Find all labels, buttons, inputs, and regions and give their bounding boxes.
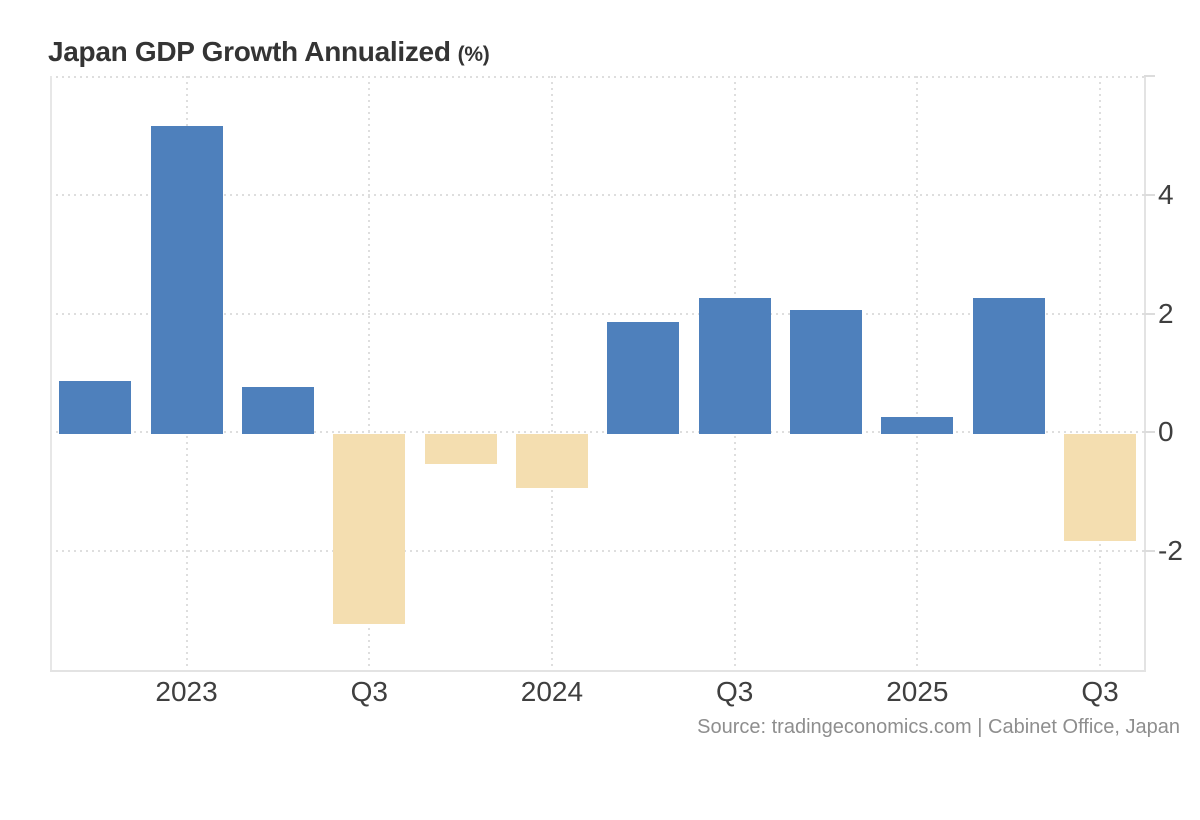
source-caption: Source: tradingeconomics.com | Cabinet O… xyxy=(697,716,1180,738)
y-axis-label--2: -2 xyxy=(1158,535,1183,567)
y-axis-label-0: 0 xyxy=(1158,416,1174,448)
bar-2023-Q4[interactable] xyxy=(424,434,497,465)
x-tick-label: Q3 xyxy=(1081,676,1119,707)
gridline-v-2025 xyxy=(916,76,919,670)
y-tickmark-4 xyxy=(1144,193,1155,196)
y-axis-line-right xyxy=(1144,76,1146,672)
bar-2025-Q3[interactable] xyxy=(1064,434,1137,542)
x-axis-line xyxy=(50,670,1146,672)
y-tickmark-0 xyxy=(1144,431,1155,434)
x-tick-label: 2025 xyxy=(886,676,949,707)
x-tick-label: 2024 xyxy=(520,676,584,707)
bar-2024-Q1[interactable] xyxy=(515,434,588,488)
bar-2024-Q3[interactable] xyxy=(698,297,771,435)
y-tickmark--2 xyxy=(1144,550,1155,553)
bar-2023-Q2[interactable] xyxy=(241,386,314,435)
chart-title-text: Japan GDP Growth Annualized xyxy=(48,36,451,67)
x-tick-label: Q3 xyxy=(715,676,754,707)
y-axis-line-left xyxy=(50,76,52,670)
bar-2023-Q3[interactable] xyxy=(333,434,406,625)
plot-area xyxy=(50,75,1155,672)
y-tickmark-6 xyxy=(1144,75,1155,77)
gridline-h-6 xyxy=(50,76,1144,78)
gridline-h--2 xyxy=(50,550,1144,553)
gridline-h-4 xyxy=(50,193,1144,196)
bar-2024-Q4[interactable] xyxy=(790,309,862,435)
y-tickmark-2 xyxy=(1144,312,1155,315)
chart-title-unit: (%) xyxy=(457,43,490,66)
bar-2025-Q2[interactable] xyxy=(972,297,1045,435)
gridline-v-Q3 xyxy=(368,76,371,670)
y-axis-label-4: 4 xyxy=(1158,178,1174,210)
gridline-v-Q3 xyxy=(1099,76,1102,670)
bar-2024-Q2[interactable] xyxy=(607,321,680,435)
bar-2022-Q4[interactable] xyxy=(59,380,132,435)
bar-2025-Q1[interactable] xyxy=(881,416,954,435)
chart-title: Japan GDP Growth Annualized (%) xyxy=(48,36,490,67)
x-tick-label: Q3 xyxy=(350,676,388,707)
bar-2023-Q1[interactable] xyxy=(150,125,223,435)
y-axis-label-2: 2 xyxy=(1158,297,1174,329)
gridline-h-0 xyxy=(50,431,1144,434)
gridline-v-2024 xyxy=(550,76,553,670)
gridline-h-2 xyxy=(50,312,1144,315)
x-tick-label: 2023 xyxy=(155,676,218,707)
